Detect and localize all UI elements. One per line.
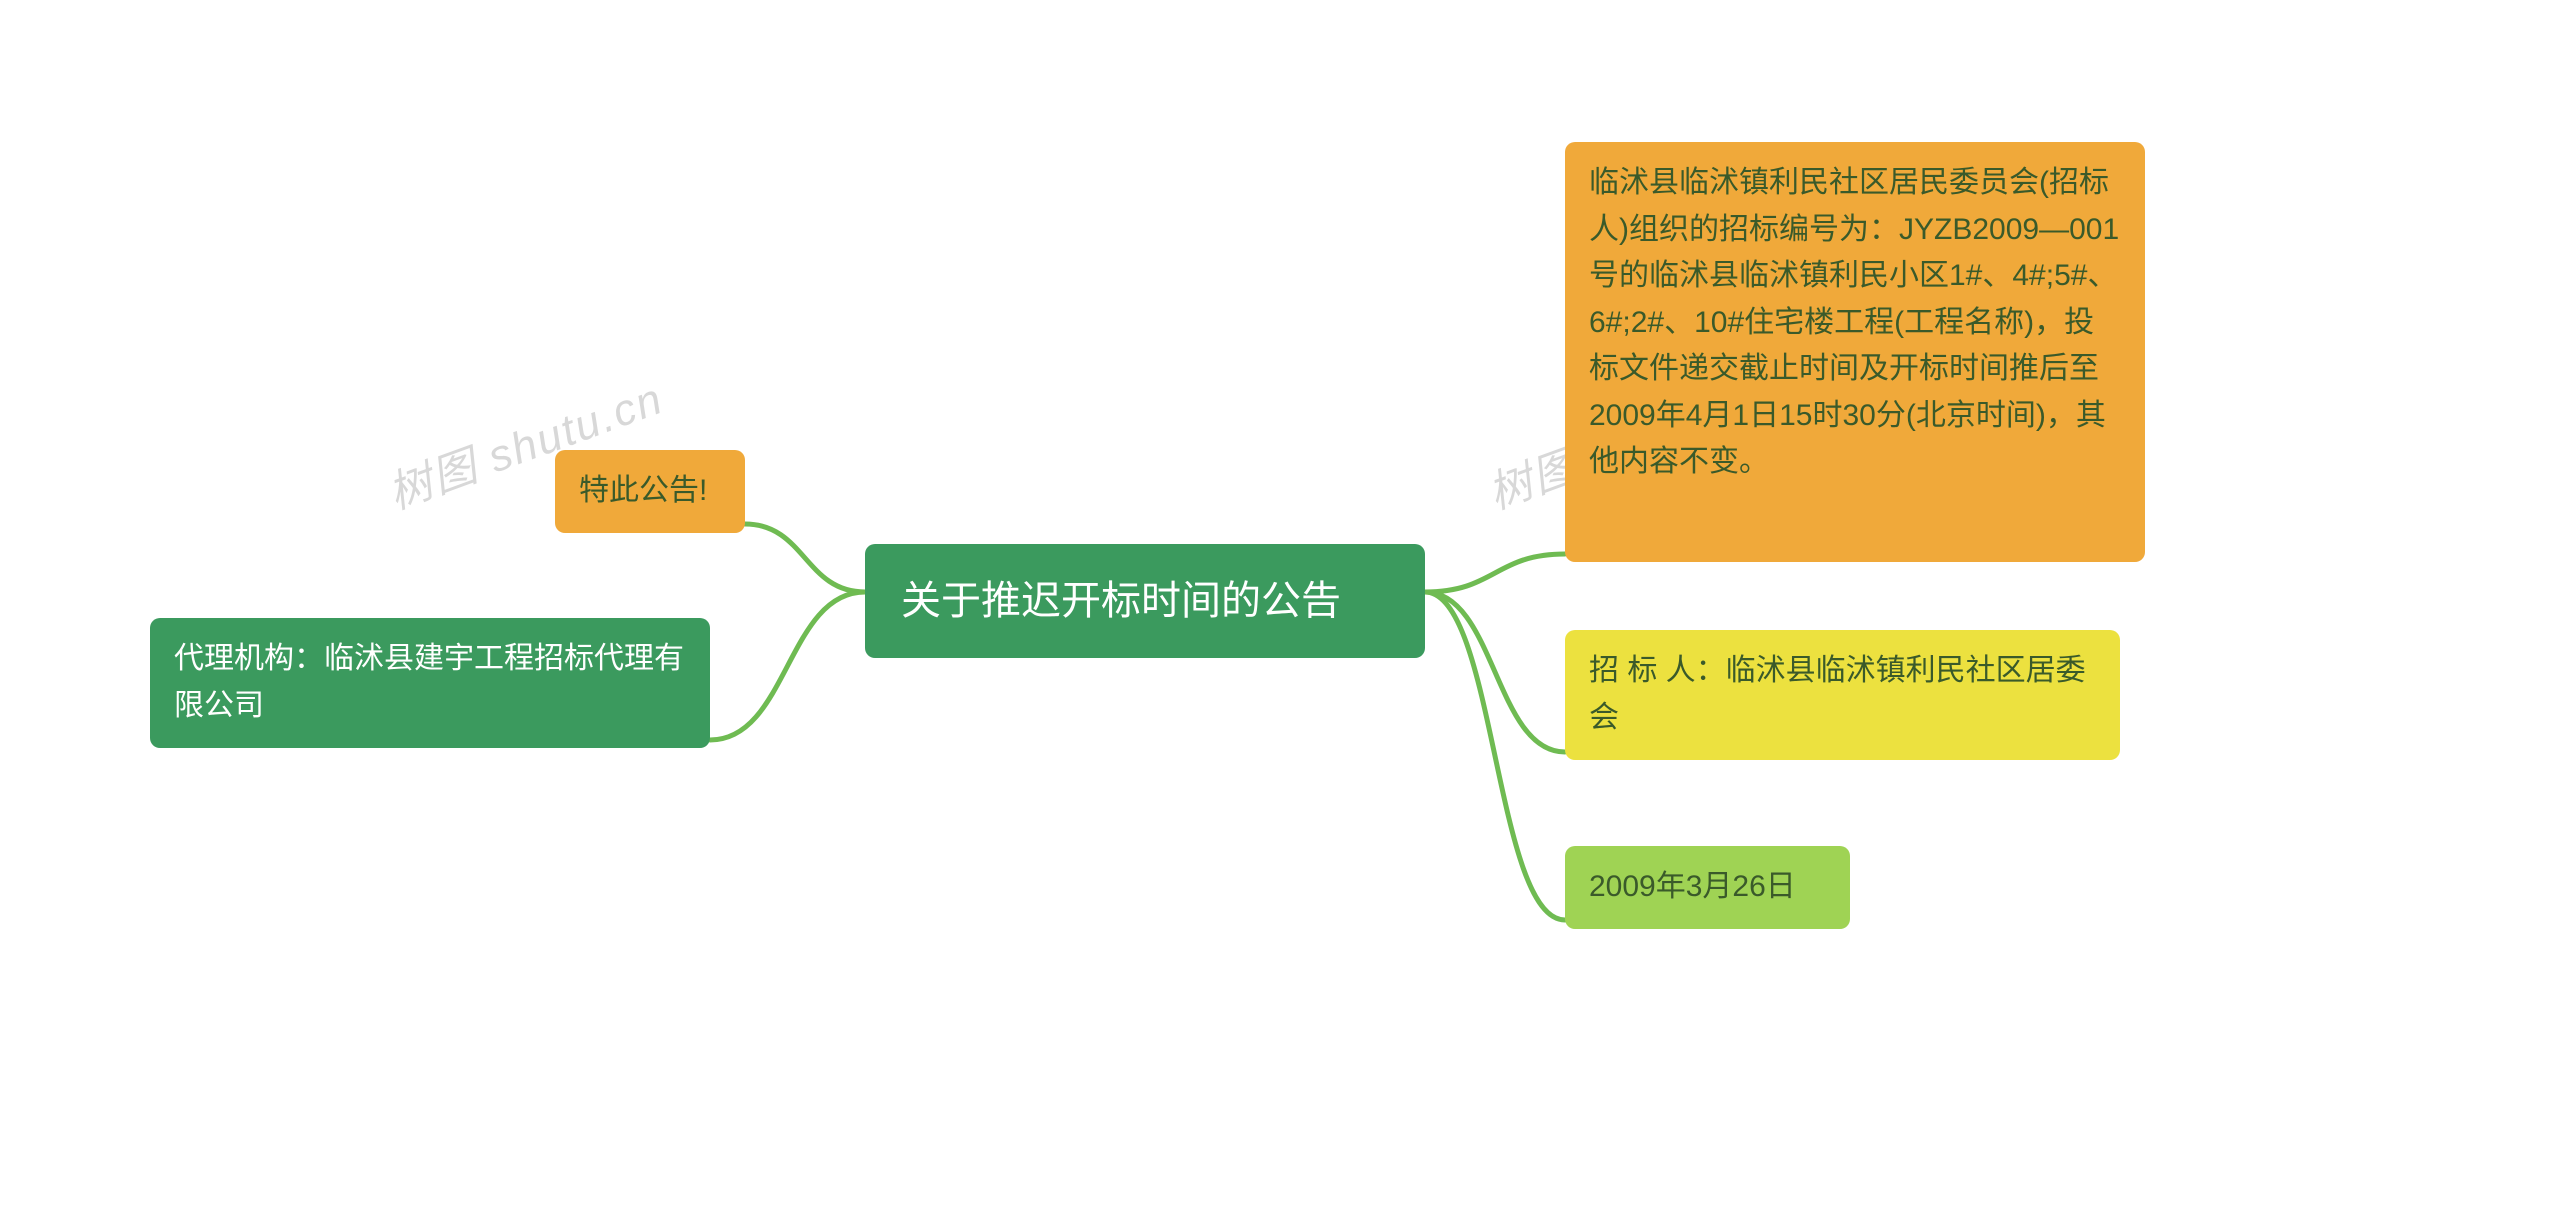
right-node-date: 2009年3月26日 [1565, 846, 1850, 929]
left-node-agency: 代理机构：临沭县建宇工程招标代理有限公司 [150, 618, 710, 748]
right-node-bidder: 招 标 人：临沭县临沭镇利民社区居委会 [1565, 630, 2120, 760]
center-node: 关于推迟开标时间的公告 [865, 544, 1425, 658]
left-node-notice: 特此公告! [555, 450, 745, 533]
right-node-body: 临沭县临沭镇利民社区居民委员会(招标人)组织的招标编号为：JYZB2009—00… [1565, 142, 2145, 562]
